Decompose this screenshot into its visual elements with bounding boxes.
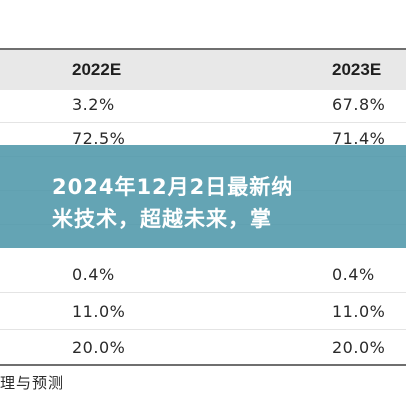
- table-row: 20.0% 20.0%: [0, 331, 406, 365]
- row-divider: [0, 329, 406, 330]
- cell-2022e: 3.2%: [72, 95, 115, 114]
- table-header-row: 2022E 2023E: [0, 50, 406, 90]
- table-row: 11.0% 11.0%: [0, 295, 406, 329]
- row-divider: [0, 292, 406, 293]
- header-2023e: 2023E: [332, 60, 382, 79]
- headline-banner[interactable]: [0, 145, 406, 248]
- cell-2023e: 67.8%: [332, 95, 386, 114]
- cell-2022e: 72.5%: [72, 129, 126, 148]
- top-rule: [0, 48, 406, 50]
- table-caption: 理与预测: [0, 374, 65, 392]
- cell-2023e: 11.0%: [332, 302, 386, 321]
- cell-2023e: 71.4%: [332, 129, 386, 148]
- cell-2022e: 11.0%: [72, 302, 126, 321]
- headline-line-1[interactable]: 2024年12月2日最新纳: [52, 175, 294, 199]
- table-row: 3.2% 67.8%: [0, 88, 406, 122]
- header-2022e: 2022E: [72, 60, 122, 79]
- cell-2023e: 20.0%: [332, 338, 386, 357]
- cell-2023e: 0.4%: [332, 265, 375, 284]
- table-row: 72.5% 71.4%: [0, 122, 406, 156]
- table-row: 0.4% 0.4%: [0, 258, 406, 292]
- headline-line-2[interactable]: 米技术，超越未来，掌: [52, 207, 272, 231]
- bottom-rule: [0, 364, 406, 366]
- cell-2022e: 0.4%: [72, 265, 115, 284]
- row-divider: [0, 122, 406, 123]
- cell-2022e: 20.0%: [72, 338, 126, 357]
